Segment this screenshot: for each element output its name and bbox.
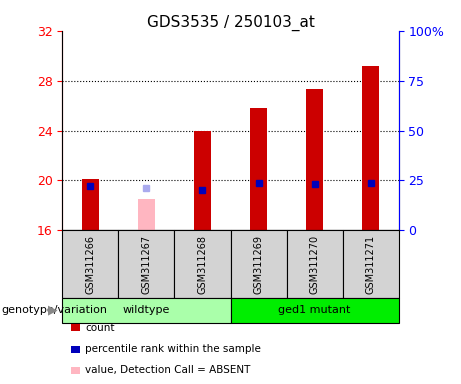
Text: genotype/variation: genotype/variation — [1, 305, 107, 315]
Bar — [287, 230, 343, 298]
Bar — [194, 131, 211, 230]
Title: GDS3535 / 250103_at: GDS3535 / 250103_at — [147, 15, 314, 31]
Text: GSM311269: GSM311269 — [254, 235, 264, 293]
Text: ▶: ▶ — [48, 304, 58, 316]
Bar — [230, 230, 287, 298]
Bar — [174, 230, 230, 298]
Text: GSM311271: GSM311271 — [366, 235, 376, 293]
Bar — [118, 230, 174, 298]
Text: ged1 mutant: ged1 mutant — [278, 305, 351, 315]
Bar — [230, 298, 399, 323]
Bar — [250, 108, 267, 230]
Bar — [138, 199, 155, 230]
Text: GSM311270: GSM311270 — [310, 235, 319, 293]
Text: percentile rank within the sample: percentile rank within the sample — [85, 344, 261, 354]
Text: GSM311268: GSM311268 — [197, 235, 207, 293]
Bar — [62, 230, 118, 298]
Text: GSM311267: GSM311267 — [142, 235, 151, 293]
Text: count: count — [85, 323, 115, 333]
Text: value, Detection Call = ABSENT: value, Detection Call = ABSENT — [85, 365, 251, 375]
Bar — [62, 298, 230, 323]
Text: wildtype: wildtype — [123, 305, 170, 315]
Bar — [362, 66, 379, 230]
Bar — [306, 89, 323, 230]
Bar — [343, 230, 399, 298]
Bar — [82, 179, 99, 230]
Text: GSM311266: GSM311266 — [85, 235, 95, 293]
